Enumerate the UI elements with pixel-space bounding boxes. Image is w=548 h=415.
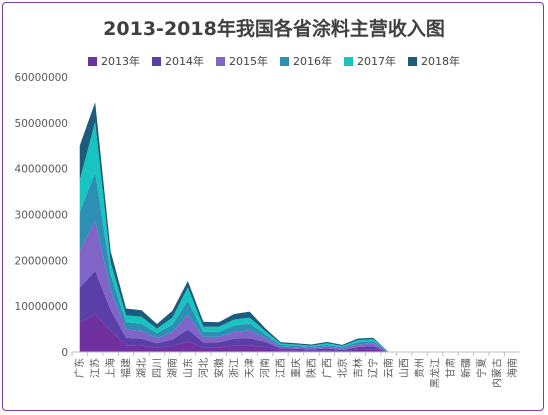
x-category-label: 广西: [321, 358, 333, 378]
legend-label: 2014年: [165, 55, 204, 68]
legend-label: 2018年: [421, 55, 460, 68]
area-series-2: [79, 220, 513, 352]
legend-label: 2016年: [293, 55, 332, 68]
x-category-label: 辽宁: [367, 358, 380, 378]
legend-item-3: 2016年: [280, 53, 332, 69]
x-category-label: 安徽: [212, 358, 225, 378]
legend-item-2: 2015年: [216, 53, 268, 69]
legend-item-0: 2013年: [88, 53, 140, 69]
legend-label: 2015年: [229, 55, 268, 68]
x-category-label: 上海: [104, 358, 117, 378]
legend-item-4: 2017年: [344, 53, 396, 69]
x-category-label: 新疆: [459, 358, 472, 378]
x-category-label: 广东: [73, 358, 86, 378]
x-category-label: 海南: [506, 358, 519, 378]
y-tick-label: 40000000: [15, 164, 68, 176]
x-category-label: 贵州: [413, 358, 426, 378]
y-tick-label: 20000000: [15, 255, 68, 267]
x-category-label: 湖北: [136, 358, 148, 378]
legend-swatch: [280, 56, 289, 66]
y-tick-label: 0: [61, 347, 68, 359]
chart-title: 2013-2018年我国各省涂料主营收入图: [103, 18, 445, 40]
area-series-group: [79, 102, 513, 353]
x-category-label: 四川: [152, 358, 163, 378]
area-series-5: [79, 102, 513, 353]
legend-swatch: [344, 56, 353, 66]
legend-swatch: [152, 56, 161, 66]
legend-swatch: [88, 56, 97, 66]
x-category-label: 吉林: [351, 358, 364, 378]
x-category-label: 山东: [181, 358, 194, 378]
chart-legend: 2013年 2014年 2015年 2016年 2017年 2018年: [0, 52, 548, 70]
x-category-label: 陕西: [305, 358, 318, 378]
x-category-label: 重庆: [290, 358, 303, 378]
x-category-label: 江苏: [89, 358, 102, 378]
area-series-3: [79, 172, 513, 352]
y-tick-label: 50000000: [15, 118, 68, 130]
x-category-label: 黑龙江: [429, 358, 442, 388]
x-category-label: 福建: [120, 358, 133, 378]
x-category-label: 山西: [399, 358, 411, 378]
legend-item-1: 2014年: [152, 53, 204, 69]
legend-label: 2017年: [357, 55, 396, 68]
area-series-0: [79, 314, 513, 352]
x-category-label: 湖南: [166, 358, 179, 378]
x-category-label: 内蒙古: [490, 358, 503, 388]
x-category-label: 云南: [382, 358, 395, 378]
x-category-label: 北京: [336, 358, 349, 378]
legend-item-5: 2018年: [408, 53, 460, 69]
area-series-1: [79, 270, 513, 352]
x-category-label: 天津: [244, 358, 256, 378]
x-category-label: 宁夏: [475, 358, 488, 378]
y-tick-label: 10000000: [15, 301, 68, 313]
y-tick-label: 30000000: [15, 210, 68, 222]
x-category-label: 江西: [275, 358, 287, 378]
x-category-label: 河南: [259, 358, 272, 378]
y-tick-label: 60000000: [15, 72, 68, 84]
legend-swatch: [408, 56, 417, 66]
area-series-4: [79, 121, 513, 352]
legend-label: 2013年: [101, 55, 140, 68]
x-category-label: 甘肃: [444, 358, 457, 378]
axes-group: 0 10000000 20000000 30000000 40000000 5000000…: [15, 72, 520, 388]
x-category-label: 浙江: [229, 358, 241, 378]
x-category-label: 河北: [198, 358, 210, 378]
legend-swatch: [216, 56, 225, 66]
